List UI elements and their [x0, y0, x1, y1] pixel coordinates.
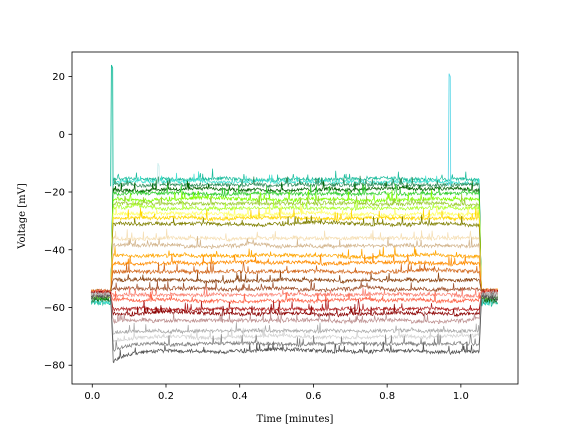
voltage-trace-20 — [90, 288, 499, 305]
action-potential-spike-2 — [447, 73, 452, 187]
x-axis-label: Time [minutes] — [257, 414, 334, 425]
voltage-trace-11 — [90, 214, 499, 297]
voltage-trace-19 — [90, 286, 498, 300]
voltage-trace-23 — [90, 289, 499, 325]
y-tick-label: 0 — [59, 130, 65, 141]
voltage-trace-14 — [90, 246, 498, 296]
x-tick-label: 0.8 — [379, 391, 395, 402]
voltage-trace-13 — [91, 235, 499, 296]
y-axis-ticks: −80 −60 −40 −20 0 20 — [44, 72, 72, 372]
x-tick-label: 0.0 — [84, 391, 100, 402]
y-axis-label: Voltage [mV] — [17, 183, 28, 250]
voltage-trace-12 — [90, 228, 499, 297]
y-tick-label: −40 — [44, 245, 65, 256]
voltage-trace-7 — [90, 194, 498, 299]
voltage-trace-16 — [91, 261, 498, 296]
voltage-trace-18 — [91, 279, 498, 296]
voltage-trace-3 — [90, 175, 498, 305]
voltage-trace-5 — [91, 183, 499, 301]
y-tick-label: −60 — [44, 303, 65, 314]
voltage-trace-22 — [90, 289, 499, 318]
x-tick-label: 0.2 — [158, 391, 174, 402]
voltage-trace-26 — [90, 291, 499, 352]
y-tick-label: −80 — [44, 361, 65, 372]
x-axis-ticks: 0.0 0.2 0.4 0.6 0.8 1.0 — [84, 384, 469, 402]
plot-frame — [71, 51, 519, 385]
y-tick-label: 20 — [52, 72, 65, 83]
voltage-trace-25 — [91, 290, 499, 343]
voltage-trace-8 — [91, 199, 498, 299]
voltage-trace-17 — [90, 270, 499, 296]
x-tick-label: 1.0 — [453, 391, 469, 402]
x-tick-label: 0.4 — [232, 391, 248, 402]
traces-group — [90, 64, 499, 364]
x-tick-label: 0.6 — [305, 391, 321, 402]
action-potential-spike-1 — [110, 64, 114, 187]
y-tick-label: −20 — [44, 188, 65, 199]
action-potential-spike-3 — [156, 162, 160, 187]
voltage-trace-10 — [90, 207, 498, 297]
voltage-trace-27 — [90, 293, 499, 364]
voltage-trace-21 — [90, 289, 498, 313]
voltage-trace-4 — [90, 180, 498, 303]
